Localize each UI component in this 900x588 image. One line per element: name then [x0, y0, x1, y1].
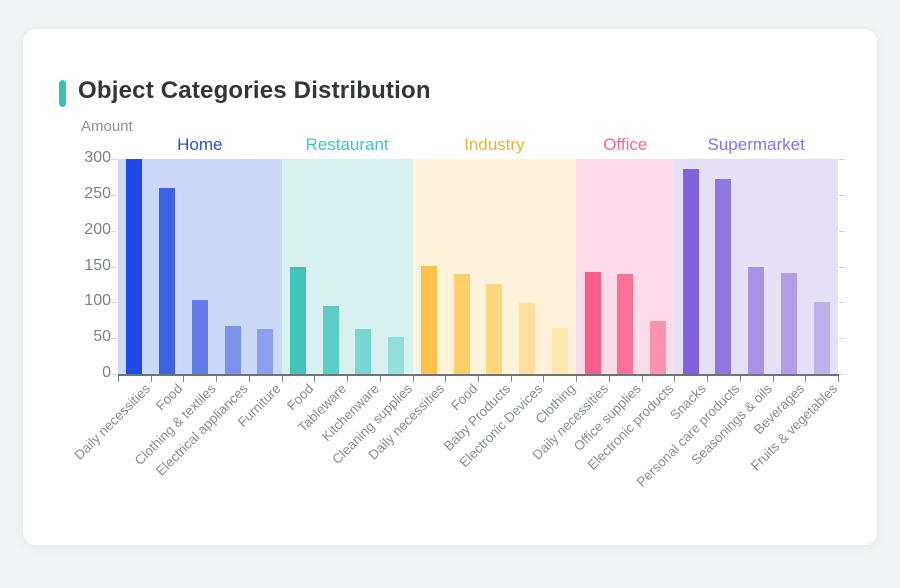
bar	[748, 267, 765, 374]
x-axis-tick-mark	[478, 376, 479, 382]
y-axis-tick-label: 0	[102, 364, 111, 381]
bar-chart: 0 50 100 150 200 250 300 Home Daily necessities F…	[23, 29, 900, 588]
y-axis-tick-mark-left	[111, 266, 117, 268]
bar	[159, 187, 176, 374]
bar	[551, 328, 568, 374]
x-axis-tick-mark	[739, 376, 741, 382]
x-axis-tick-mark	[347, 376, 349, 382]
x-axis-tick-mark	[118, 376, 119, 382]
bar	[780, 272, 797, 374]
y-axis-tick-mark-left	[111, 230, 117, 232]
bar	[617, 274, 634, 374]
x-axis-tick-mark	[805, 376, 807, 382]
y-axis-tick-mark-left	[111, 374, 117, 375]
x-axis-tick-mark	[183, 376, 185, 382]
chart-title: Object Categories Distribution	[78, 77, 431, 104]
x-axis-tick-mark	[543, 376, 545, 382]
bar	[813, 302, 830, 374]
bar	[322, 305, 339, 374]
x-axis-tick-mark	[216, 376, 218, 382]
bar	[191, 300, 208, 374]
x-axis-tick-mark	[772, 376, 774, 382]
group-label: Office	[603, 135, 648, 154]
page-background: Object Categories Distribution Amount 0 5…	[22, 28, 878, 546]
bar	[682, 169, 699, 374]
group-label: Restaurant	[305, 135, 389, 154]
y-axis-tick-label: 150	[84, 256, 111, 274]
y-axis-tick-mark-left	[111, 302, 117, 304]
y-axis-tick-mark-right	[839, 302, 845, 304]
x-axis-tick-mark	[576, 376, 578, 382]
y-axis-tick-mark-right	[839, 374, 845, 375]
group-label: Supermarket	[707, 135, 805, 154]
x-axis-tick-mark	[248, 376, 250, 382]
y-axis-tick-mark-right	[839, 230, 845, 232]
x-axis-tick-mark	[510, 376, 512, 382]
y-axis-tick-label: 50	[93, 328, 111, 346]
x-axis-tick-mark	[150, 376, 152, 382]
x-axis-tick-mark	[379, 376, 381, 382]
y-axis-tick-mark-right	[839, 194, 845, 196]
group-label: Home	[177, 135, 223, 154]
y-axis-tick-mark-right	[839, 266, 845, 268]
bar	[126, 159, 143, 374]
bar	[453, 274, 470, 374]
bar	[388, 337, 405, 374]
y-axis-tick-label: 100	[84, 292, 111, 310]
bar	[224, 325, 241, 374]
x-axis-line	[118, 374, 839, 376]
bar	[715, 179, 732, 374]
chart-card: Object Categories Distribution Amount 0 5…	[22, 28, 878, 546]
x-axis-tick-mark	[838, 376, 839, 382]
bar	[584, 271, 601, 374]
bar	[420, 265, 437, 374]
x-axis-tick-mark	[707, 376, 709, 382]
y-axis-tick-label: 250	[84, 184, 111, 202]
x-axis-tick-mark	[608, 376, 610, 382]
x-axis-tick-mark	[674, 376, 676, 382]
y-axis-tick-mark-left	[111, 194, 117, 196]
y-axis-tick-mark-left	[111, 338, 117, 340]
bar	[650, 320, 666, 374]
y-axis-tick-mark-left	[111, 159, 117, 160]
x-axis-tick-mark	[412, 376, 414, 382]
y-axis-title: Amount	[81, 118, 133, 135]
x-axis-tick-mark	[445, 376, 447, 382]
x-axis-tick-mark	[314, 376, 316, 382]
y-axis-tick-mark-right	[839, 159, 845, 160]
x-axis-tick-mark	[281, 376, 283, 382]
y-axis-tick-mark-right	[839, 338, 845, 340]
x-axis-tick-mark	[641, 376, 643, 382]
y-axis-tick-label: 300	[84, 149, 111, 166]
y-axis-tick-label: 200	[84, 220, 111, 238]
bar	[519, 303, 536, 374]
bar	[257, 328, 274, 374]
bar	[290, 266, 306, 374]
group-label: Industry	[464, 135, 525, 154]
title-accent-bar	[59, 80, 66, 107]
bar	[355, 328, 372, 374]
bar	[486, 283, 503, 374]
